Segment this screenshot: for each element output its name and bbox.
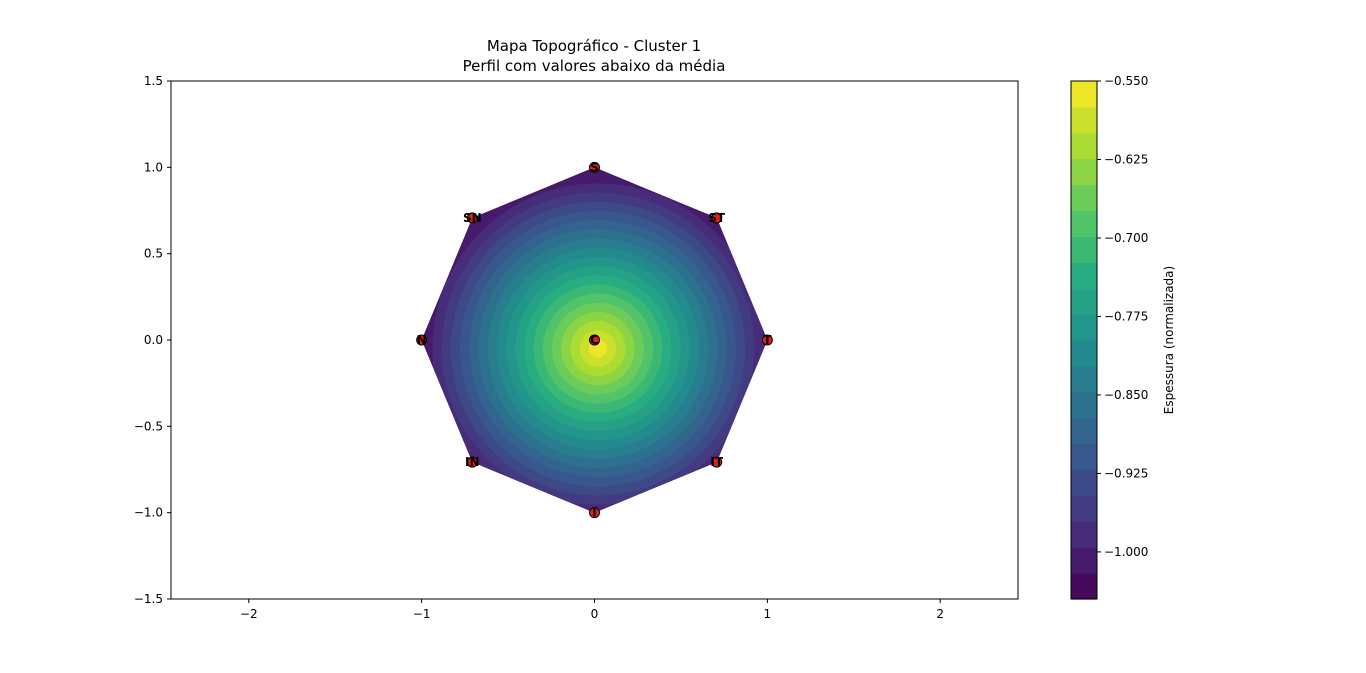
point-label-n: N bbox=[417, 333, 427, 347]
colorbar-band bbox=[1071, 365, 1097, 393]
colorbar: −0.550 −0.625 −0.700 −0.775 −0.850 −0.925 −1.0… bbox=[1070, 74, 1148, 600]
colorbar-band bbox=[1071, 469, 1097, 496]
colorbar-band bbox=[1071, 262, 1097, 289]
x-tick-label: −2 bbox=[240, 607, 258, 621]
colorbar-label: Espessura (normalizada) bbox=[1162, 266, 1176, 414]
colorbar-band bbox=[1071, 521, 1097, 548]
y-tick-label: −1.0 bbox=[134, 506, 163, 520]
point-marker-i bbox=[589, 507, 600, 519]
colorbar-tick-label: −0.850 bbox=[1104, 388, 1148, 402]
colorbar-band bbox=[1071, 132, 1097, 160]
point-marker-t bbox=[761, 334, 773, 346]
point-marker-in bbox=[466, 456, 478, 468]
chart-subtitle: Perfil com valores abaixo da média bbox=[463, 57, 726, 75]
colorbar-frame bbox=[1070, 80, 1098, 600]
colorbar-tick-label: −0.625 bbox=[1104, 152, 1148, 166]
colorbar-tick-label: −0.775 bbox=[1104, 309, 1148, 323]
point-marker-s bbox=[589, 161, 600, 173]
colorbar-band bbox=[1071, 340, 1097, 367]
point-marker-it bbox=[711, 456, 723, 468]
colorbar-band bbox=[1071, 417, 1097, 445]
x-tick-label: 0 bbox=[591, 607, 599, 621]
point-label-i: I bbox=[592, 506, 596, 520]
point-label-t: T bbox=[763, 333, 772, 347]
plot-area: −2 −1 0 1 2 1.5 1.0 0.5 0.0 −0.5 −1.0 −1.5 C S ST T IT I I… bbox=[134, 74, 1019, 621]
colorbar-band bbox=[1071, 573, 1097, 600]
point-label-it: IT bbox=[710, 455, 723, 469]
x-tick-label: −1 bbox=[413, 607, 431, 621]
colorbar-band bbox=[1071, 547, 1097, 574]
y-tick-label: −1.5 bbox=[134, 592, 163, 606]
chart-title: Mapa Topográfico - Cluster 1 bbox=[487, 37, 701, 55]
y-tick-label: 0.5 bbox=[144, 247, 163, 261]
point-marker-st bbox=[711, 212, 723, 224]
colorbar-band bbox=[1071, 391, 1097, 419]
colorbar-band bbox=[1071, 106, 1097, 134]
y-tick-label: −0.5 bbox=[134, 419, 163, 433]
point-marker-n bbox=[416, 334, 428, 346]
point-marker-sn bbox=[466, 212, 478, 224]
colorbar-band bbox=[1071, 81, 1097, 108]
point-label-in: IN bbox=[465, 455, 480, 469]
y-tick-label: 1.0 bbox=[144, 160, 163, 174]
point-label-s: S bbox=[590, 160, 599, 174]
x-tick-label: 1 bbox=[764, 607, 772, 621]
contour-surface bbox=[421, 167, 768, 513]
colorbar-tick-label: −0.700 bbox=[1104, 231, 1148, 245]
point-marker-c bbox=[589, 334, 600, 346]
colorbar-tick-label: −0.925 bbox=[1104, 466, 1148, 480]
point-label-c: C bbox=[590, 333, 599, 347]
x-tick-label: 2 bbox=[936, 607, 944, 621]
colorbar-band bbox=[1071, 158, 1097, 186]
y-tick-label: 1.5 bbox=[144, 74, 163, 88]
colorbar-band bbox=[1071, 288, 1097, 315]
colorbar-band bbox=[1071, 314, 1097, 341]
colorbar-band bbox=[1071, 184, 1097, 212]
y-tick-label: 0.0 bbox=[144, 333, 163, 347]
colorbar-band bbox=[1071, 443, 1097, 471]
colorbar-band bbox=[1071, 236, 1097, 263]
colorbar-tick-label: −0.550 bbox=[1104, 74, 1148, 88]
colorbar-band bbox=[1071, 210, 1097, 237]
point-label-st: ST bbox=[708, 211, 726, 225]
colorbar-tick-label: −1.000 bbox=[1104, 545, 1148, 559]
point-label-sn: SN bbox=[463, 211, 482, 225]
colorbar-band bbox=[1071, 495, 1097, 522]
